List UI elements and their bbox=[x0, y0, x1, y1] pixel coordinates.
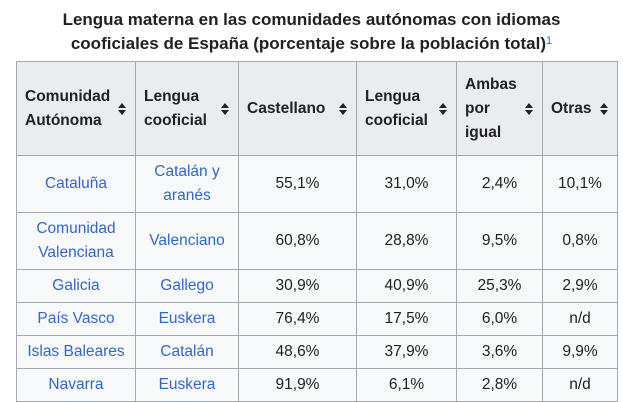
ambas-cell: 2,4% bbox=[456, 155, 543, 213]
otras-cell: 10,1% bbox=[542, 155, 618, 213]
community-link[interactable]: Galicia bbox=[16, 269, 136, 303]
community-link[interactable]: Navarra bbox=[16, 368, 136, 402]
table-row: Islas Baleares Catalán 48,6% 37,9% 3,6% … bbox=[16, 335, 618, 369]
caption-line-2: cooficiales de España (porcentaje sobre … bbox=[0, 32, 623, 56]
table-row: Galicia Gallego 30,9% 40,9% 25,3% 2,9% bbox=[16, 269, 618, 303]
table-row: País Vasco Euskera 76,4% 17,5% 6,0% n/d bbox=[16, 302, 618, 336]
otras-cell: 9,9% bbox=[542, 335, 618, 369]
table-caption: Lengua materna en las comunidades autóno… bbox=[0, 0, 623, 56]
cooficial-cell: 37,9% bbox=[356, 335, 457, 369]
castellano-cell: 55,1% bbox=[238, 155, 357, 213]
column-header-otras[interactable]: Otras bbox=[542, 61, 618, 156]
cooficial-cell: 31,0% bbox=[356, 155, 457, 213]
otras-cell: 2,9% bbox=[542, 269, 618, 303]
column-header-label: Otras bbox=[551, 99, 592, 117]
language-link[interactable]: Catalán y aranés bbox=[135, 155, 239, 213]
column-header-lengua-cooficial-pct[interactable]: Lengua cooficial bbox=[356, 61, 457, 156]
sort-arrows-icon[interactable] bbox=[117, 102, 127, 115]
cooficial-cell: 40,9% bbox=[356, 269, 457, 303]
cooficial-cell: 6,1% bbox=[356, 368, 457, 402]
sort-arrows-icon[interactable] bbox=[438, 102, 448, 115]
column-header-label: Lengua cooficial bbox=[365, 87, 428, 129]
footnote-ref-link[interactable]: 1 bbox=[546, 35, 553, 47]
ambas-cell: 9,5% bbox=[456, 212, 543, 270]
language-link[interactable]: Catalán bbox=[135, 335, 239, 369]
castellano-cell: 91,9% bbox=[238, 368, 357, 402]
language-table: Comunidad Autónoma Lengua cooficial Castel… bbox=[16, 61, 618, 402]
column-header-comunidad[interactable]: Comunidad Autónoma bbox=[16, 61, 136, 156]
sort-arrows-icon[interactable] bbox=[220, 102, 230, 115]
sort-arrows-icon[interactable] bbox=[599, 102, 609, 115]
table-row: Navarra Euskera 91,9% 6,1% 2,8% n/d bbox=[16, 368, 618, 402]
ambas-cell: 3,6% bbox=[456, 335, 543, 369]
sort-arrows-icon[interactable] bbox=[524, 102, 534, 115]
column-header-ambas[interactable]: Ambas por igual bbox=[456, 61, 543, 156]
language-link[interactable]: Gallego bbox=[135, 269, 239, 303]
community-link[interactable]: Islas Baleares bbox=[16, 335, 136, 369]
castellano-cell: 76,4% bbox=[238, 302, 357, 336]
caption-line-2-text: cooficiales de España (porcentaje sobre … bbox=[70, 34, 547, 53]
column-header-castellano[interactable]: Castellano bbox=[238, 61, 357, 156]
otras-cell: n/d bbox=[542, 302, 618, 336]
castellano-cell: 30,9% bbox=[238, 269, 357, 303]
column-header-lengua-cooficial[interactable]: Lengua cooficial bbox=[135, 61, 239, 156]
castellano-cell: 60,8% bbox=[238, 212, 357, 270]
ambas-cell: 2,8% bbox=[456, 368, 543, 402]
otras-cell: n/d bbox=[542, 368, 618, 402]
sort-arrows-icon[interactable] bbox=[338, 102, 348, 115]
column-header-label: Lengua cooficial bbox=[144, 87, 207, 129]
ambas-cell: 25,3% bbox=[456, 269, 543, 303]
caption-line-1: Lengua materna en las comunidades autóno… bbox=[62, 10, 561, 29]
table-row: Cataluña Catalán y aranés 55,1% 31,0% 2,4… bbox=[16, 155, 618, 213]
table-row: Comunidad Valenciana Valenciano 60,8% 28,… bbox=[16, 212, 618, 270]
community-link[interactable]: Comunidad Valenciana bbox=[16, 212, 136, 270]
language-link[interactable]: Euskera bbox=[135, 302, 239, 336]
column-header-label: Castellano bbox=[247, 99, 326, 117]
community-link[interactable]: País Vasco bbox=[16, 302, 136, 336]
castellano-cell: 48,6% bbox=[238, 335, 357, 369]
language-link[interactable]: Euskera bbox=[135, 368, 239, 402]
community-link[interactable]: Cataluña bbox=[16, 155, 136, 213]
cooficial-cell: 28,8% bbox=[356, 212, 457, 270]
cooficial-cell: 17,5% bbox=[356, 302, 457, 336]
language-link[interactable]: Valenciano bbox=[135, 212, 239, 270]
column-header-label: Ambas por igual bbox=[465, 75, 517, 141]
ambas-cell: 6,0% bbox=[456, 302, 543, 336]
otras-cell: 0,8% bbox=[542, 212, 618, 270]
header-row: Comunidad Autónoma Lengua cooficial Castel… bbox=[16, 61, 618, 156]
column-header-label: Comunidad Autónoma bbox=[25, 87, 111, 129]
